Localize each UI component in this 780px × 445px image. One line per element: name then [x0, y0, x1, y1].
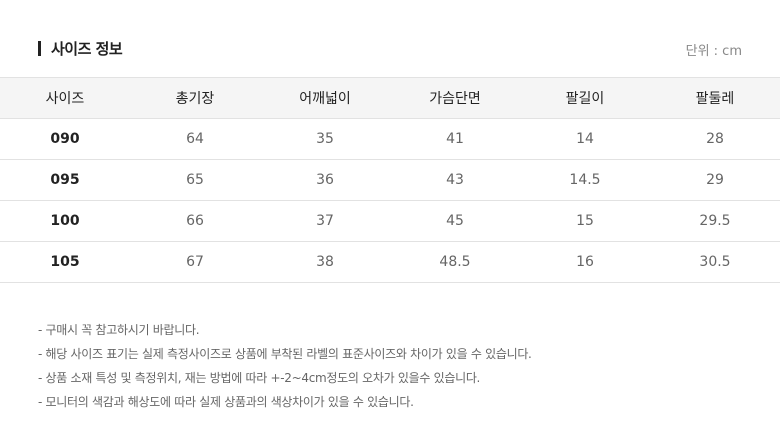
measurement-cell: 28 [650, 118, 780, 160]
column-header: 팔둘레 [650, 77, 780, 119]
measurement-cell: 15 [520, 200, 650, 242]
measurement-cell: 64 [130, 118, 260, 160]
note-item: - 모니터의 색감과 해상도에 따라 실제 상품과의 색상차이가 있을 수 있습… [38, 395, 414, 409]
column-header: 팔길이 [520, 77, 650, 119]
measurement-cell: 45 [390, 200, 520, 242]
note-item: - 구매시 꼭 참고하시기 바랍니다. [38, 323, 200, 337]
measurement-cell: 14 [520, 118, 650, 160]
column-header: 어깨넓이 [260, 77, 390, 119]
measurement-cell: 66 [130, 200, 260, 242]
measurement-cell: 16 [520, 241, 650, 283]
measurement-cell: 38 [260, 241, 390, 283]
measurement-cell: 43 [390, 159, 520, 201]
table-header-row: 사이즈 총기장 어깨넓이 가슴단면 팔길이 팔둘레 [0, 77, 780, 119]
measurement-cell: 14.5 [520, 159, 650, 201]
measurement-cell: 37 [260, 200, 390, 242]
measurement-cell: 36 [260, 159, 390, 201]
measurement-cell: 65 [130, 159, 260, 201]
size-cell: 095 [0, 159, 130, 201]
measurement-cell: 29 [650, 159, 780, 201]
column-header: 가슴단면 [390, 77, 520, 119]
measurement-cell: 67 [130, 241, 260, 283]
section-header: 사이즈 정보 [38, 38, 123, 59]
column-header: 총기장 [130, 77, 260, 119]
title-accent-bar [38, 41, 41, 56]
measurement-cell: 48.5 [390, 241, 520, 283]
notes-list: - 구매시 꼭 참고하시기 바랍니다. - 해당 사이즈 표기는 실제 측정사이… [38, 320, 532, 416]
table-row: 090 64 35 41 14 28 [0, 118, 780, 160]
size-table: 사이즈 총기장 어깨넓이 가슴단면 팔길이 팔둘레 090 64 35 41 14 28 0… [0, 77, 780, 283]
measurement-cell: 41 [390, 118, 520, 160]
size-cell: 105 [0, 241, 130, 283]
section-title: 사이즈 정보 [51, 40, 123, 58]
measurement-cell: 29.5 [650, 200, 780, 242]
table-row: 100 66 37 45 15 29.5 [0, 200, 780, 242]
size-cell: 100 [0, 200, 130, 242]
table-row: 095 65 36 43 14.5 29 [0, 159, 780, 201]
note-item: - 해당 사이즈 표기는 실제 측정사이즈로 상품에 부착된 라벨의 표준사이즈… [38, 347, 532, 361]
table-row: 105 67 38 48.5 16 30.5 [0, 241, 780, 283]
column-header: 사이즈 [0, 77, 130, 119]
size-cell: 090 [0, 118, 130, 160]
measurement-cell: 35 [260, 118, 390, 160]
measurement-cell: 30.5 [650, 241, 780, 283]
note-item: - 상품 소재 특성 및 측정위치, 재는 방법에 따라 +-2~4cm정도의 … [38, 371, 481, 385]
unit-label: 단위 : cm [685, 44, 742, 59]
